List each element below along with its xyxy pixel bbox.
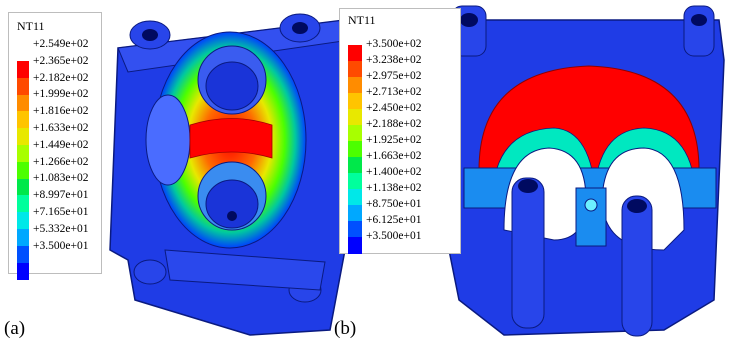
panel_b-legend-swatch-7 [348,157,362,174]
panel_a-legend-swatch-8 [17,195,29,213]
panel_a-legend-tick-12: +3.500e+01 [33,239,89,252]
housing-bottom-ledge [164,249,326,291]
panel_b-legend-tick-6: +1.925e+02 [366,134,422,146]
panel_b-legend-swatch-9 [348,189,362,206]
panel_b-legend-swatch-10 [348,205,362,222]
panel_b-legend-tick-11: +6.125e+01 [366,214,422,226]
panel_a-legend-tick-9: +8.997e+01 [33,189,89,202]
panel_a-legend-tick-6: +1.449e+02 [33,138,89,151]
legend-b-title: NT11 [348,13,376,27]
panel_b-legend-swatch-11 [348,221,362,238]
legend-b: NT11 +3.500e+02 +3.238e+02 +2.975e+02 +2.71… [339,8,461,254]
side-bore-left [145,94,191,186]
boss-top-right-hole [292,22,308,34]
panel_a-legend-swatch-7 [17,178,29,196]
panel_a-legend-swatch-0 [17,61,29,79]
boss-top-left-hole [142,29,158,41]
panel_b-legend-tick-4: +2.450e+02 [366,102,422,114]
panel-b: NT11 +3.500e+02 +3.238e+02 +2.975e+02 +2.71… [334,0,734,353]
legend-a-title: NT11 [17,19,45,33]
panel_a-legend-swatch-3 [17,111,29,129]
panel_a-legend-swatch-10 [17,229,29,247]
panel_a-legend-swatch-12 [17,262,29,280]
panel_b-legend-swatch-6 [348,141,362,158]
panel_a-legend-tick-10: +7.165e+01 [33,206,89,218]
panel_b-legend-tick-3: +2.713e+02 [366,86,422,98]
panel_a-legend-tick-8: +1.083e+02 [33,172,89,185]
panel_a-legend-swatch-9 [17,212,29,230]
panel_a-legend-tick-7: +1.266e+02 [33,155,89,168]
panel_a-legend-tick-2: +2.182e+02 [33,71,89,84]
panel_b-legend-swatch-4 [348,109,362,126]
panel_a-legend-tick-11: +5.332e+01 [33,222,89,235]
panel_a-legend-swatch-11 [17,245,29,264]
panel_b-legend-swatch-8 [348,173,362,190]
panel_a-legend-swatch-2 [17,94,29,112]
panel_b-legend-swatch-12 [348,237,362,254]
panel_b-legend-tick-9: +1.138e+02 [366,182,422,194]
panel_b-legend-swatch-5 [348,125,362,142]
panel_b-legend-tick-12: +3.500e+01 [366,230,422,242]
pump-housing-render-b [443,5,725,337]
panel_b-legend-swatch-0 [348,45,362,62]
gear-cavity-lower-inner [205,179,259,229]
panel_a-legend-tick-1: +2.365e+02 [33,54,89,67]
boss-top-left-b-hole [460,13,478,27]
panel_b-legend-tick-7: +1.663e+02 [366,150,422,162]
boss-top-right-b-hole [691,14,707,26]
boss-bottom-left [133,259,167,285]
pin-right [621,195,653,337]
panel-b-label: (b) [334,318,357,339]
panel_a-legend-tick-4: +1.816e+02 [33,105,89,118]
hot-band [189,118,273,159]
panel_b-legend-swatch-1 [348,61,362,78]
panel-a: NT11 +2.549e+02 +2.365e+02 +2.182e+02 +1.99… [0,0,362,353]
panel_b-legend-swatch-3 [348,93,362,110]
boss-top-right-b [683,5,715,57]
panel_b-legend-swatch-2 [348,77,362,94]
center-hole [584,198,598,212]
panel_b-legend-tick-10: +8.750e+01 [366,198,422,210]
pin-left-hole [518,179,538,193]
panel_a-legend-tick-5: +1.633e+02 [33,122,89,134]
gear-cavity-upper-inner [205,61,259,111]
panel_a-legend-swatch-5 [17,145,29,163]
legend-a: NT11 +2.549e+02 +2.365e+02 +2.182e+02 +1.99… [8,12,102,280]
panel_a-legend-swatch-6 [17,161,29,180]
center-web [575,187,607,247]
panel_a-legend-swatch-4 [17,128,29,146]
pin-left [511,177,545,329]
panel_a-legend-tick-0: +2.549e+02 [33,38,89,50]
panel_a-legend-tick-3: +1.999e+02 [33,88,89,101]
panel_b-legend-tick-0: +3.500e+02 [366,38,422,50]
panel-a-label: (a) [4,318,26,339]
pump-housing-render-a [109,13,351,336]
panel_b-legend-tick-1: +3.238e+02 [366,54,422,66]
center-hub [227,211,237,221]
panel_b-legend-tick-5: +2.188e+02 [366,118,422,130]
panel_b-legend-tick-8: +1.400e+02 [366,166,422,178]
panel_a-legend-swatch-1 [17,77,29,96]
pin-right-hole [627,199,647,213]
panel_b-legend-tick-2: +2.975e+02 [366,70,422,82]
